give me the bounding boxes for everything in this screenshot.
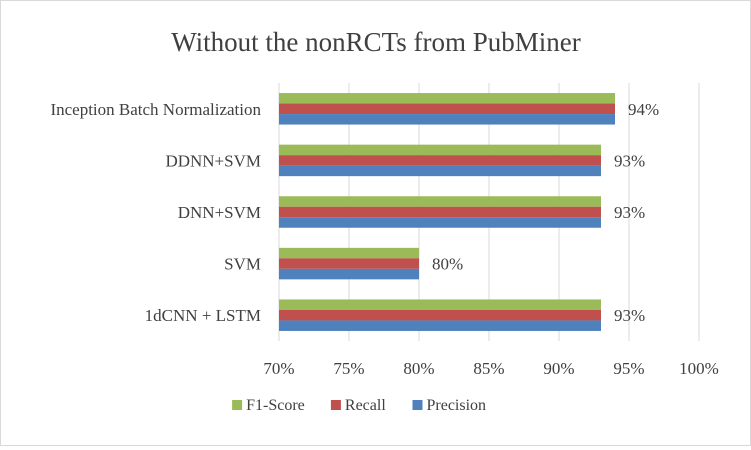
x-tick-label-5: 95% xyxy=(613,359,644,378)
legend-swatch-f1-score xyxy=(232,400,243,410)
bar-recall-4 xyxy=(279,309,601,321)
data-labels: 94% 93% 93% 80% 93% xyxy=(432,100,659,325)
data-label-4: 93% xyxy=(614,306,645,325)
x-tick-label-2: 80% xyxy=(403,359,434,378)
legend: F1-Score Recall Precision xyxy=(232,397,486,414)
x-tick-label-3: 85% xyxy=(473,359,504,378)
bar-f1-score-3 xyxy=(279,247,419,259)
category-labels: Inception Batch Normalization DDNN+SVM DNN… xyxy=(50,100,261,325)
bar-recall-2 xyxy=(279,206,601,218)
bar-recall-3 xyxy=(279,258,419,269)
bar-f1-score-4 xyxy=(279,299,601,310)
category-label-4: 1dCNN + LSTM xyxy=(145,306,261,325)
bar-precision-4 xyxy=(279,320,601,331)
x-tick-labels: 70% 75% 80% 85% 90% 95% 100% xyxy=(263,359,718,378)
bar-precision-3 xyxy=(279,268,419,280)
category-label-0: Inception Batch Normalization xyxy=(50,100,261,119)
legend-swatch-precision xyxy=(412,400,423,410)
legend-label-precision: Precision xyxy=(427,397,487,414)
data-label-0: 94% xyxy=(628,100,659,119)
chart-title: Without the nonRCTs from PubMiner xyxy=(171,27,581,57)
x-tick-label-0: 70% xyxy=(263,359,294,378)
bar-recall-0 xyxy=(279,103,615,115)
data-label-3: 80% xyxy=(432,255,463,274)
x-tick-label-6: 100% xyxy=(679,359,719,378)
data-label-1: 93% xyxy=(614,151,645,170)
legend-swatch-recall xyxy=(330,400,341,410)
bar-precision-1 xyxy=(279,165,601,177)
bar-f1-score-1 xyxy=(279,144,601,156)
category-label-2: DNN+SVM xyxy=(178,203,261,222)
bar-f1-score-0 xyxy=(279,93,615,104)
bar-recall-1 xyxy=(279,155,601,166)
bars xyxy=(279,93,615,331)
bar-f1-score-2 xyxy=(279,196,601,207)
category-label-1: DDNN+SVM xyxy=(165,151,261,170)
legend-label-recall: Recall xyxy=(345,397,386,414)
category-label-3: SVM xyxy=(224,255,261,274)
data-label-2: 93% xyxy=(614,203,645,222)
legend-label-f1-score: F1-Score xyxy=(246,397,305,414)
x-tick-label-1: 75% xyxy=(333,359,364,378)
bar-precision-0 xyxy=(279,114,615,125)
bar-precision-2 xyxy=(279,217,601,228)
x-tick-label-4: 90% xyxy=(543,359,574,378)
